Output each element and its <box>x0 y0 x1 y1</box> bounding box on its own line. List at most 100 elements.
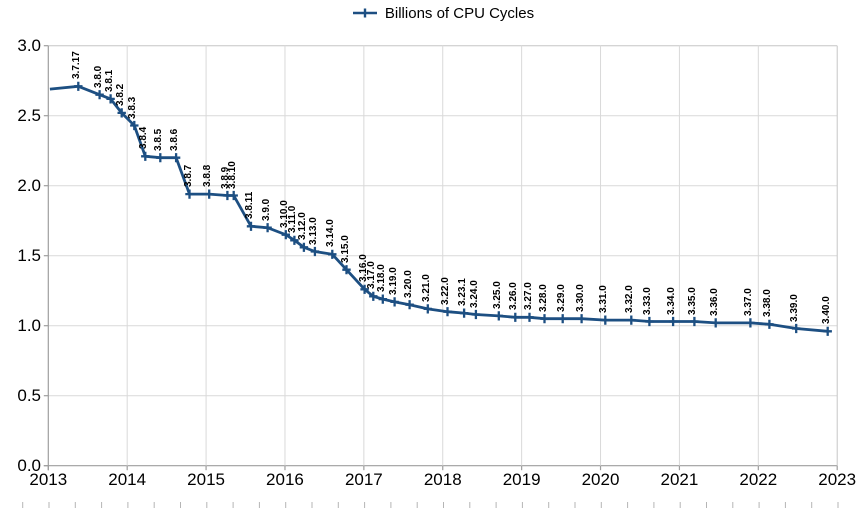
data-point-marker <box>577 314 586 324</box>
data-point-label: 3.22.0 <box>440 276 452 305</box>
x-axis-tick-label: 2020 <box>581 470 620 489</box>
x-axis-tick-label: 2013 <box>29 470 68 489</box>
data-point-marker <box>205 189 214 199</box>
data-point-marker <box>299 242 309 252</box>
data-point-label: 3.26.0 <box>508 282 520 311</box>
data-point-label: 3.32.0 <box>624 285 636 314</box>
data-point-label: 3.28.0 <box>537 283 549 312</box>
legend-series-marker-icon <box>352 8 377 18</box>
data-point-marker <box>281 230 290 240</box>
x-axis-tick-label: 2016 <box>266 470 304 489</box>
data-point-marker <box>185 189 194 199</box>
data-point-marker <box>459 308 469 318</box>
data-point-label: 3.18.0 <box>375 264 387 293</box>
data-point-marker <box>423 304 432 314</box>
y-axis-tick-label: 1.5 <box>17 245 41 265</box>
data-point-label: 3.8.3 <box>127 96 139 119</box>
data-point-label: 3.23.1 <box>457 278 469 307</box>
data-point-label: 3.13.0 <box>307 216 319 245</box>
data-point-label: 3.20.0 <box>402 269 414 298</box>
x-axis-tick-label: 2023 <box>818 470 857 489</box>
data-point-marker <box>263 223 272 233</box>
data-point-marker <box>130 120 139 131</box>
data-point-label: 3.34.0 <box>666 286 678 315</box>
data-point-label: 3.8.11 <box>244 192 256 220</box>
data-point-marker <box>360 284 369 294</box>
data-point-marker <box>711 318 720 328</box>
y-axis-tick-label: 0.5 <box>17 385 41 405</box>
data-point-marker <box>310 246 320 257</box>
data-point-marker <box>525 312 534 322</box>
data-point-label: 3.14.0 <box>325 219 337 248</box>
series-line <box>49 84 828 333</box>
data-point-label: 3.8.0 <box>92 65 104 88</box>
y-axis-tick-label: 2.0 <box>17 175 41 195</box>
data-point-label: 3.8.10 <box>226 160 238 189</box>
data-point-marker <box>141 151 150 161</box>
x-axis-tick-label: 2017 <box>344 470 383 489</box>
x-axis-tick-label: 2019 <box>502 470 541 489</box>
data-point-label: 3.29.0 <box>555 283 567 312</box>
data-point-marker <box>494 311 503 321</box>
data-point-marker <box>290 235 299 245</box>
data-point-label: 3.37.0 <box>743 288 755 316</box>
data-point-marker <box>369 291 378 301</box>
y-axis-tick-label: 3.0 <box>17 35 41 55</box>
data-point-marker <box>443 307 452 317</box>
data-point-marker <box>792 323 801 334</box>
data-point-label: 3.38.0 <box>762 289 774 318</box>
data-point-marker <box>171 153 181 163</box>
data-point-marker <box>668 316 678 327</box>
data-point-marker <box>405 300 414 310</box>
data-point-marker <box>95 90 104 100</box>
data-point-marker <box>471 309 481 320</box>
data-point-marker <box>690 316 699 327</box>
data-point-marker <box>746 318 755 328</box>
data-point-marker <box>106 94 115 104</box>
y-axis-tick-label: 1.0 <box>17 315 41 335</box>
data-point-label: 3.39.0 <box>789 293 801 322</box>
data-point-label: 3.31.0 <box>598 285 610 314</box>
data-point-label: 3.12.0 <box>296 212 308 241</box>
data-point-label: 3.8.2 <box>114 83 126 106</box>
data-point-marker <box>156 153 165 163</box>
data-point-label: 3.27.0 <box>522 282 534 311</box>
data-point-label: 3.25.0 <box>491 281 503 309</box>
data-point-label: 3.15.0 <box>339 234 351 263</box>
data-point-label: 3.8.8 <box>202 164 214 188</box>
data-point-label: 3.35.0 <box>687 286 699 315</box>
data-point-marker <box>378 294 387 304</box>
data-point-label: 3.8.1 <box>103 69 115 92</box>
data-point-label: 3.7.17 <box>71 51 83 80</box>
data-point-label: 3.8.4 <box>138 127 150 150</box>
data-point-marker <box>645 316 654 327</box>
data-point-label: 3.21.0 <box>420 274 432 302</box>
data-point-label: 3.36.0 <box>708 288 720 316</box>
data-point-marker <box>229 190 238 201</box>
data-point-label: 3.30.0 <box>574 283 586 312</box>
data-point-label: 3.8.5 <box>153 128 165 151</box>
data-point-label: 3.24.0 <box>468 279 480 308</box>
legend: Billions of CPU Cycles <box>48 3 838 23</box>
x-axis-tick-label: 2014 <box>108 470 147 489</box>
data-point-marker <box>511 312 520 322</box>
x-axis-tick-label: 2018 <box>423 470 462 489</box>
data-point-marker <box>558 314 567 324</box>
legend-label: Billions of CPU Cycles <box>384 4 535 22</box>
data-point-marker <box>390 297 399 307</box>
data-point-label: 3.33.0 <box>642 286 654 315</box>
y-axis-tick-label: 0.0 <box>17 455 41 475</box>
data-point-label: 3.19.0 <box>387 267 399 295</box>
data-point-marker <box>765 319 774 329</box>
y-axis-tick-label: 2.5 <box>17 105 41 125</box>
data-point-label: 3.40.0 <box>820 296 832 325</box>
data-point-label: 3.9.0 <box>260 198 272 221</box>
data-point-marker <box>246 221 256 231</box>
x-axis-tick-label: 2021 <box>660 470 699 489</box>
data-point-marker <box>117 108 126 118</box>
x-axis-tick-label: 2022 <box>739 470 778 489</box>
data-point-marker <box>342 265 351 275</box>
data-point-marker <box>627 315 636 325</box>
x-axis-tick-label: 2015 <box>187 470 225 489</box>
